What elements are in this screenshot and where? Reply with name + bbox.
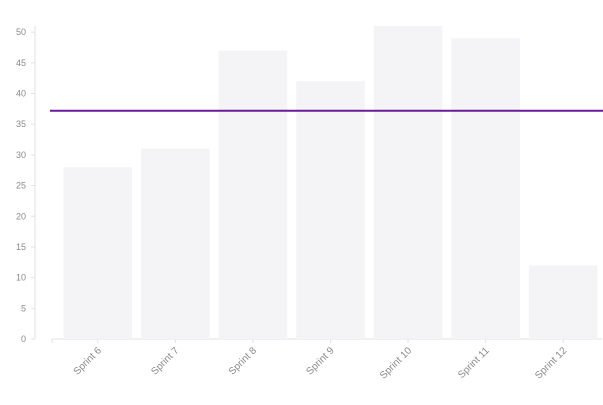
x-tick-label: Sprint 7 xyxy=(149,345,181,377)
x-axis: Sprint 6 Sprint 7 Sprint 8 Sprint 9 Sprint 1… xyxy=(51,338,602,381)
bar[interactable] xyxy=(63,167,133,339)
y-tick-label: 45 xyxy=(16,58,26,68)
y-tick-label: 40 xyxy=(16,89,26,99)
bar[interactable] xyxy=(451,38,520,340)
x-tick-label: Sprint 8 xyxy=(227,345,259,377)
y-tick-label: 30 xyxy=(16,150,26,160)
x-tick-label: Sprint 11 xyxy=(456,345,492,381)
y-tick-label: 0 xyxy=(21,334,26,344)
y-axis: 0 5 10 15 20 25 30 35 40 45 50 xyxy=(16,26,36,344)
y-tick-label: 50 xyxy=(16,27,26,37)
x-tick-label: Sprint 10 xyxy=(378,345,414,381)
x-tick-label: Sprint 9 xyxy=(304,345,336,377)
bar[interactable] xyxy=(373,26,443,339)
bar[interactable] xyxy=(296,81,365,339)
bar[interactable] xyxy=(218,50,288,340)
y-tick-label: 10 xyxy=(16,273,26,283)
y-tick-label: 5 xyxy=(21,303,26,313)
y-tick-label: 20 xyxy=(16,211,26,221)
y-tick-label: 25 xyxy=(16,181,26,191)
y-tick-label: 15 xyxy=(16,242,26,252)
bars-group xyxy=(63,26,598,340)
x-tick-label: Sprint 12 xyxy=(533,345,569,381)
bar[interactable] xyxy=(528,265,598,339)
bar[interactable] xyxy=(141,148,210,339)
x-tick-label: Sprint 6 xyxy=(72,345,104,377)
y-tick-label: 35 xyxy=(16,119,26,129)
